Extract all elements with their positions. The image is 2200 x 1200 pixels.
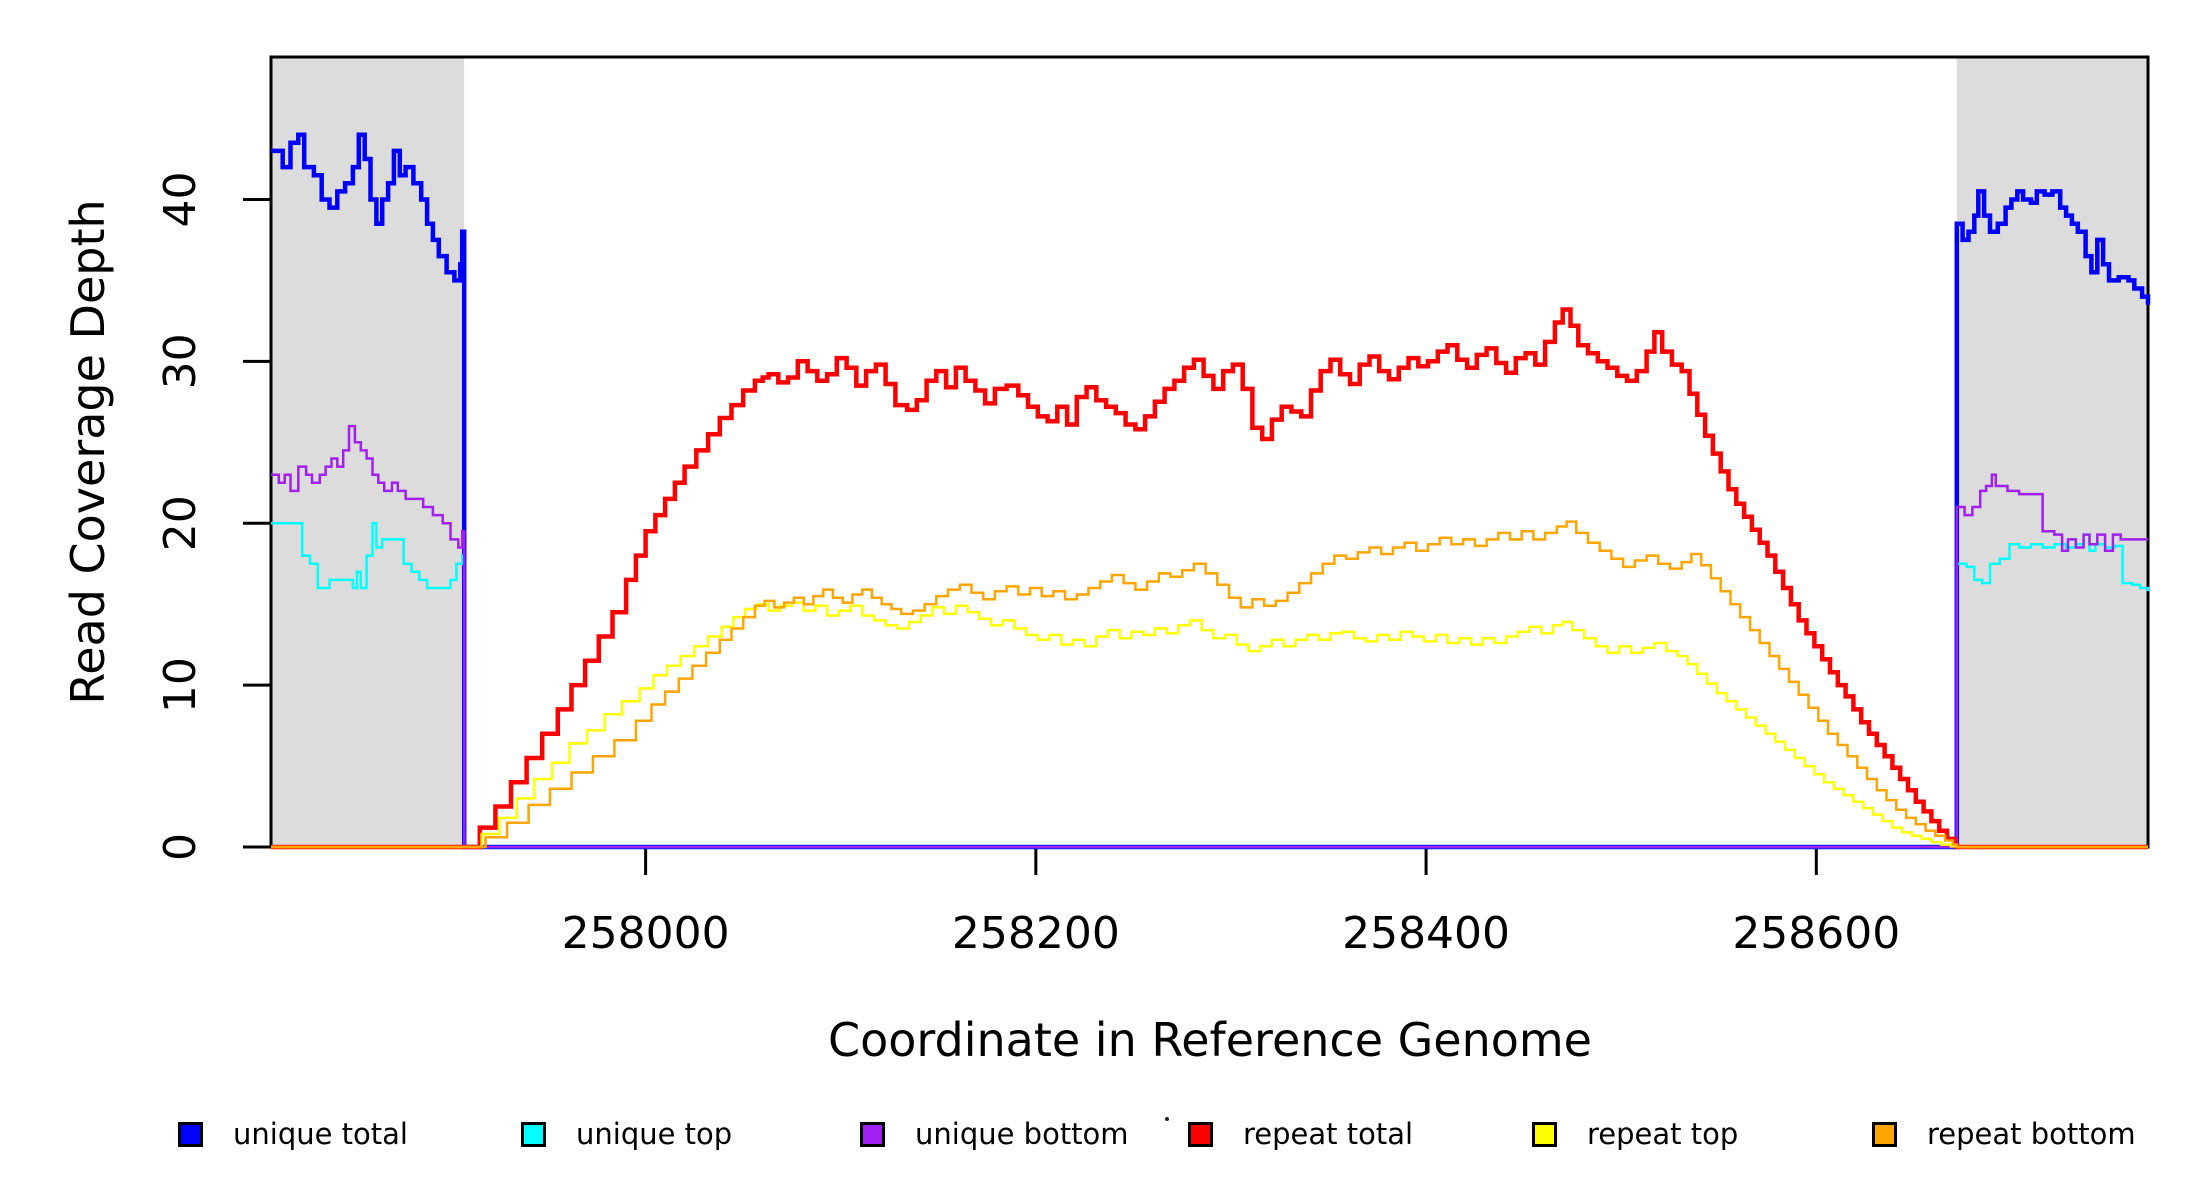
- legend-item-repeat-top: repeat top: [1532, 1110, 1738, 1158]
- legend: unique total unique top unique bottom repea…: [0, 1110, 2200, 1162]
- legend-swatch-unique-bottom: [860, 1121, 885, 1147]
- legend-label: unique bottom: [915, 1117, 1129, 1151]
- legend-item-repeat-bottom: repeat bottom: [1872, 1110, 2136, 1158]
- legend-swatch-repeat-total: [1188, 1121, 1213, 1147]
- series-repeat-bottom: [271, 520, 2148, 849]
- x-tick-label: 258000: [562, 908, 730, 959]
- series-unique-top: [271, 521, 2150, 849]
- y-tick-label: 30: [155, 333, 206, 389]
- legend-label: unique total: [233, 1117, 408, 1151]
- plot-frame: [269, 55, 2150, 849]
- legend-swatch-unique-total: [178, 1121, 203, 1147]
- y-tick-label: 20: [155, 495, 206, 551]
- legend-label: repeat bottom: [1927, 1117, 2136, 1151]
- legend-swatch-repeat-bottom: [1872, 1121, 1897, 1147]
- stray-mark: [1165, 1117, 1169, 1121]
- y-tick-label: 10: [155, 657, 206, 713]
- series-unique-bottom: [271, 424, 2148, 849]
- legend-label: repeat total: [1243, 1117, 1414, 1151]
- x-tick-label: 258400: [1342, 908, 1510, 959]
- x-tick-label: 258600: [1732, 908, 1900, 959]
- legend-swatch-unique-top: [521, 1121, 546, 1147]
- legend-swatch-repeat-top: [1532, 1121, 1557, 1147]
- legend-label: repeat top: [1587, 1117, 1739, 1151]
- series-repeat-total: [271, 307, 2148, 850]
- series-repeat-top: [271, 601, 2148, 849]
- y-tick-label: 0: [155, 833, 206, 861]
- y-axis-title: Read Coverage Depth: [61, 199, 115, 705]
- legend-item-unique-total: unique total: [178, 1110, 408, 1158]
- series-unique-total: [271, 132, 2151, 850]
- y-tick-label: 40: [155, 171, 206, 227]
- legend-label: unique top: [576, 1117, 733, 1151]
- legend-item-unique-bottom: unique bottom: [860, 1110, 1129, 1158]
- legend-item-repeat-total: repeat total: [1188, 1110, 1413, 1158]
- x-axis-title: Coordinate in Reference Genome: [828, 1013, 1592, 1067]
- legend-item-unique-top: unique top: [521, 1110, 732, 1158]
- x-tick-label: 258200: [952, 908, 1120, 959]
- shaded-region-right: [1956, 57, 2148, 847]
